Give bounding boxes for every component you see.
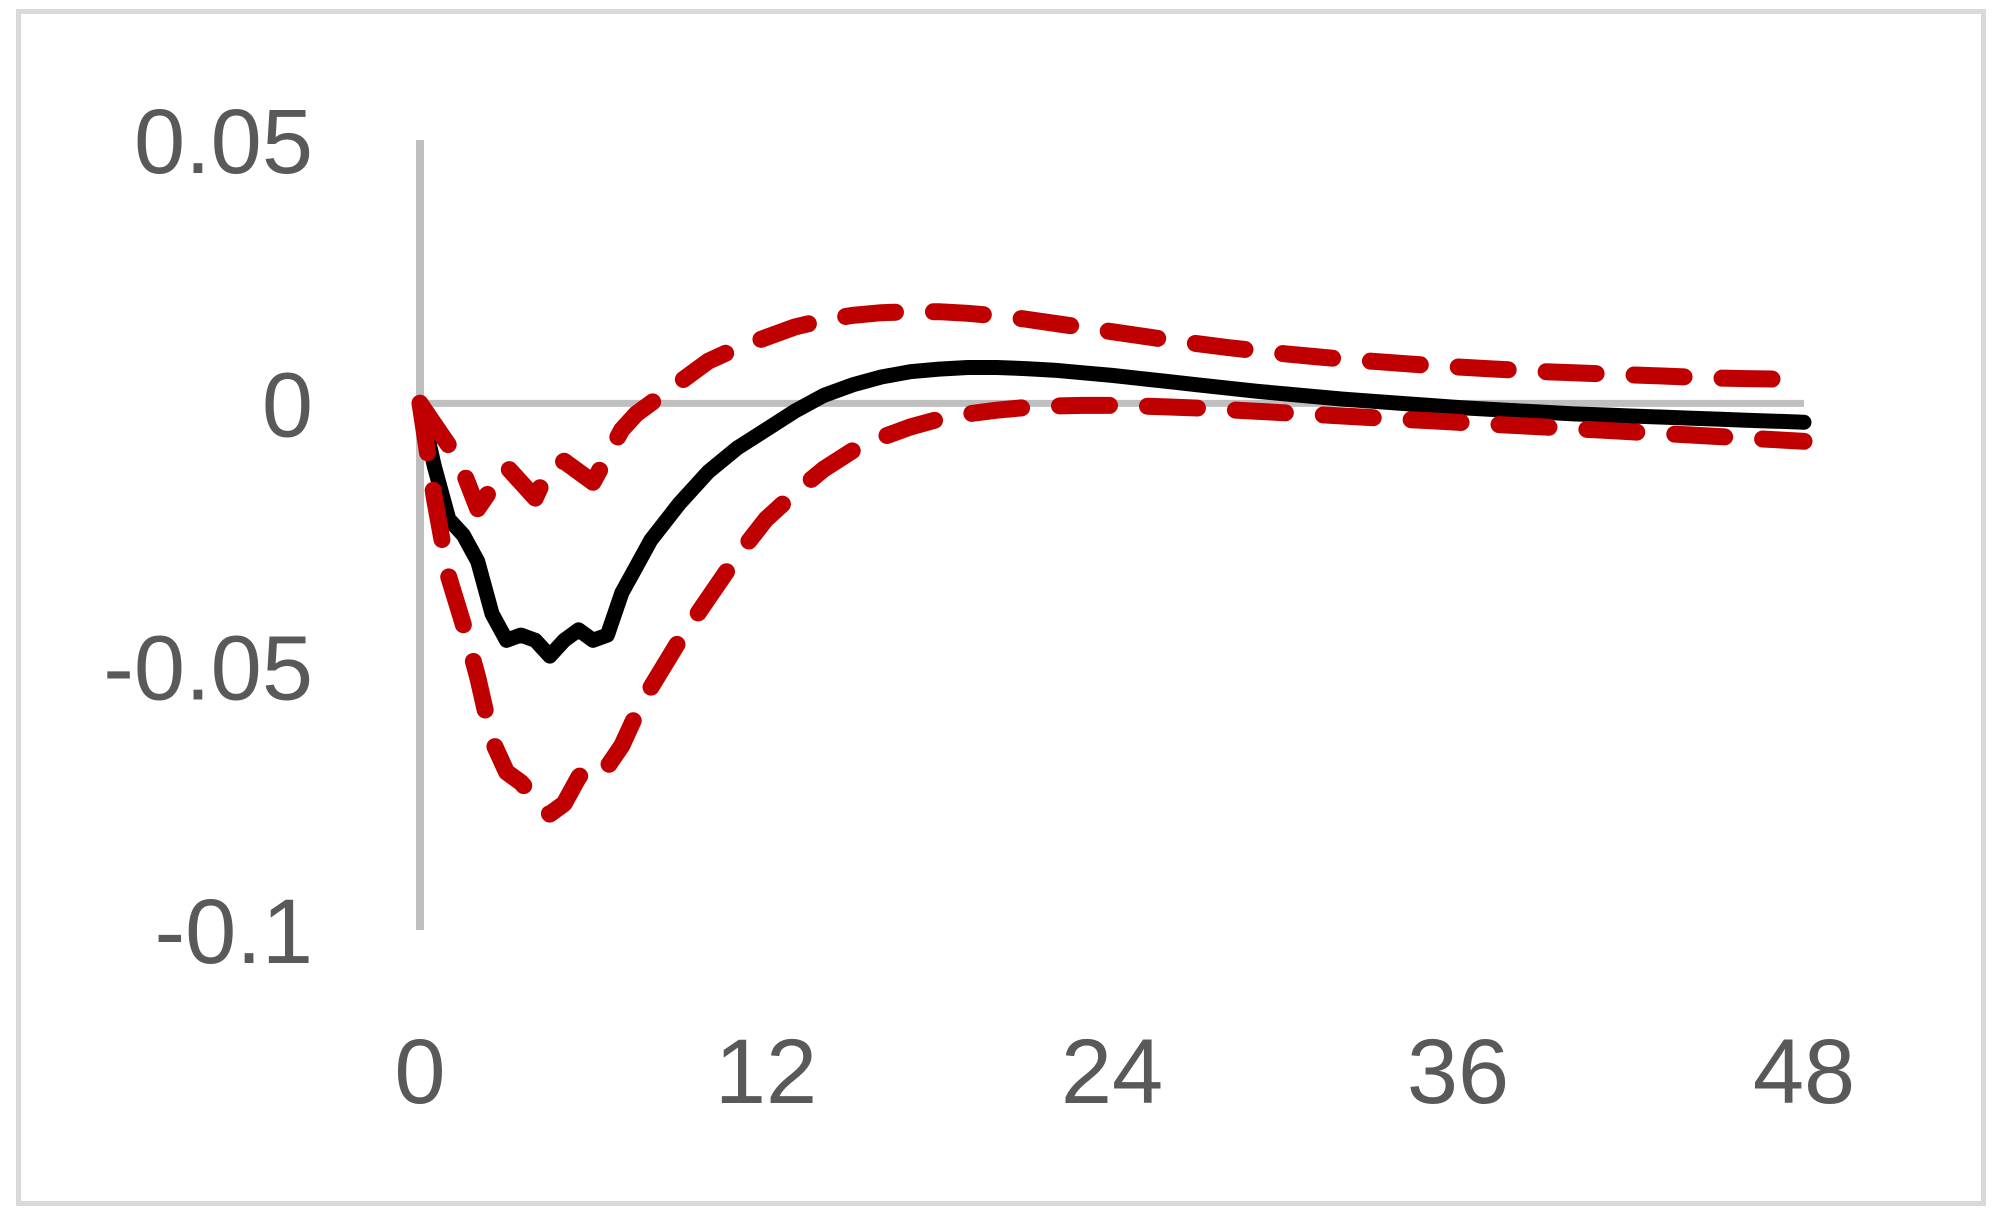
- y-tick-label: -0.05: [103, 618, 313, 720]
- x-tick-label: 24: [1061, 1021, 1163, 1123]
- chart-area: [16, 9, 1986, 1206]
- series-layer: [411, 303, 1813, 823]
- axes-layer: [416, 140, 1804, 930]
- y-tick-label: 0.05: [134, 91, 313, 193]
- median-response-line: [412, 360, 1812, 664]
- labels-layer: 0.05 0 -0.05 -0.1 0 12 24 36 48: [103, 91, 1855, 1123]
- x-tick-label: 0: [394, 1021, 445, 1123]
- y-tick-label: 0: [262, 354, 313, 456]
- x-tick-label: 12: [715, 1021, 817, 1123]
- y-tick-label: -0.1: [154, 881, 313, 983]
- x-tick-label: 36: [1407, 1021, 1509, 1123]
- x-tick-label: 48: [1753, 1021, 1855, 1123]
- confidence-band-line-2: [411, 394, 1813, 823]
